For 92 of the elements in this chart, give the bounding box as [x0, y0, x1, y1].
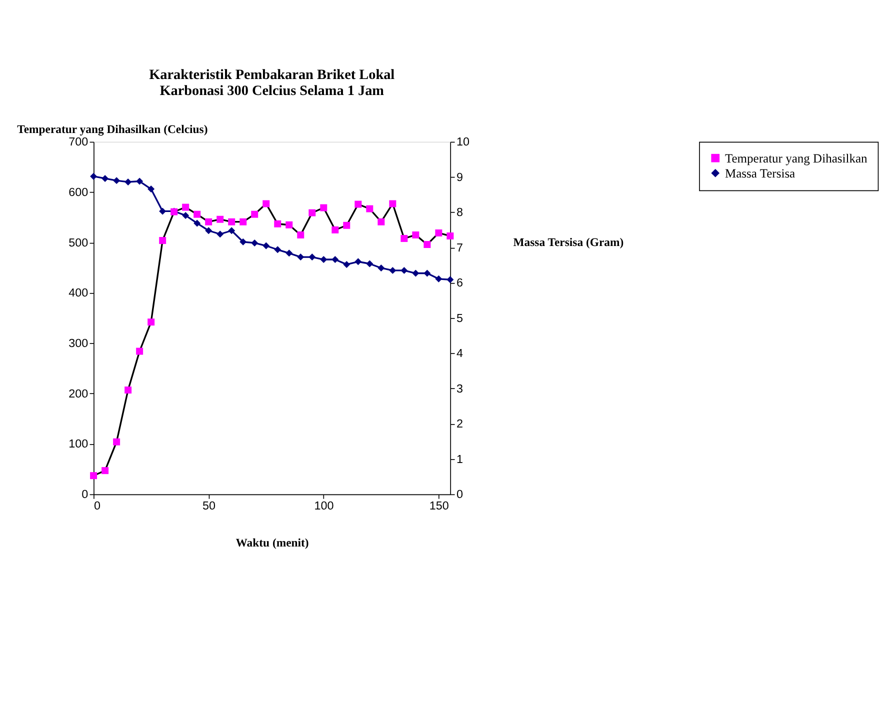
y-tick-label: 100	[68, 438, 89, 451]
point	[446, 232, 454, 240]
y2-tick-label: 10	[456, 136, 470, 149]
y2-tick-label: 8	[456, 206, 463, 220]
point	[182, 204, 190, 211]
point	[332, 256, 339, 264]
point	[308, 254, 316, 261]
y2-tick-label: 7	[456, 241, 463, 254]
point	[412, 270, 420, 277]
point	[102, 174, 109, 182]
point	[308, 209, 316, 216]
point	[286, 221, 293, 228]
point	[274, 246, 282, 254]
y2-tick-label: 6	[456, 276, 463, 290]
y2-tick-label: 0	[456, 488, 464, 502]
x-tick-label: 150	[429, 500, 450, 513]
point	[251, 239, 258, 246]
point	[113, 438, 120, 446]
point	[124, 386, 132, 394]
point	[216, 230, 224, 238]
point	[262, 242, 270, 250]
point	[424, 241, 431, 248]
point	[182, 212, 190, 219]
point	[320, 256, 328, 264]
y-tick-label: 500	[68, 236, 89, 250]
point	[228, 227, 236, 234]
point	[332, 226, 339, 234]
point	[216, 216, 224, 223]
x-tick-label: 100	[314, 500, 334, 513]
point	[102, 467, 109, 474]
y-tick-label: 600	[68, 186, 89, 199]
point	[148, 186, 155, 193]
point	[366, 260, 374, 268]
x-tick-label: 50	[202, 500, 216, 513]
point	[90, 172, 98, 180]
point	[136, 348, 144, 355]
point	[354, 200, 362, 208]
point	[378, 264, 385, 272]
point	[194, 220, 201, 227]
point	[424, 270, 431, 277]
point	[240, 218, 247, 226]
point	[205, 218, 212, 226]
point	[297, 254, 304, 261]
point	[400, 266, 408, 274]
y-tick-label: 0	[82, 488, 89, 502]
y-tick-label: 300	[68, 336, 89, 350]
point	[297, 231, 304, 238]
point	[136, 178, 144, 185]
point	[320, 204, 328, 212]
y-tick-label: 700	[68, 136, 89, 149]
point	[262, 200, 270, 208]
point	[343, 260, 350, 268]
point	[194, 210, 201, 218]
point	[148, 318, 155, 326]
legend-label: Massa Tersisa	[724, 166, 796, 180]
y2-tick-label: 4	[456, 347, 464, 360]
y2-tick-label: 1	[456, 452, 463, 466]
y2-axis-title: Massa Tersisa (Gram)	[513, 236, 624, 249]
text: Karbonasi 300 Celcius Selama 1 Jam	[160, 83, 384, 100]
point	[435, 275, 442, 282]
legend-label: Temperatur yang Dihasilkan	[724, 151, 868, 166]
point	[205, 227, 212, 234]
point	[90, 472, 98, 480]
y2-tick-label: 9	[456, 170, 463, 184]
point	[354, 258, 362, 266]
point	[435, 229, 442, 236]
y2-tick-label: 2	[456, 418, 463, 431]
point	[366, 205, 374, 212]
y2-tick-label: 3	[456, 382, 463, 396]
point	[240, 238, 247, 246]
x-axis-title: Waktu (menit)	[236, 536, 309, 550]
x-tick-label: 0	[94, 500, 101, 513]
y-tick-label: 200	[68, 387, 89, 400]
point	[159, 236, 166, 244]
point	[378, 218, 385, 226]
point	[251, 210, 258, 218]
text: Karakteristik Pembakaran Briket Lokal	[149, 67, 395, 84]
point	[400, 234, 408, 242]
point	[389, 266, 396, 274]
point	[389, 200, 396, 208]
point	[228, 218, 236, 226]
point	[113, 177, 120, 184]
point	[446, 276, 454, 284]
point	[343, 222, 350, 229]
y-axis-title: Temperatur yang Dihasilkan (Celcius)	[17, 123, 208, 136]
point	[286, 250, 293, 257]
y-tick-label: 400	[68, 286, 89, 300]
point	[124, 178, 132, 186]
point	[412, 231, 420, 238]
y2-tick-label: 5	[456, 312, 464, 325]
point	[274, 220, 282, 228]
point	[159, 208, 166, 215]
